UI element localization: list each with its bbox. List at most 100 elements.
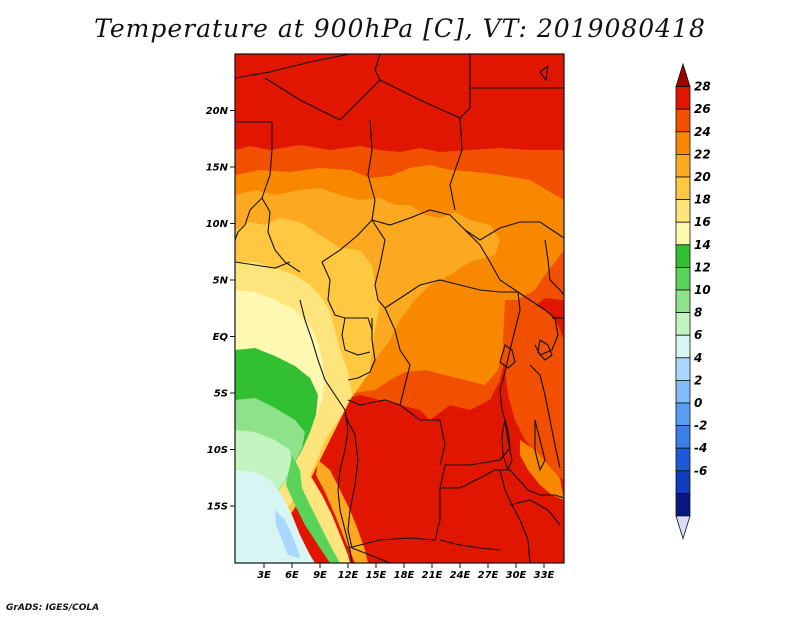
colorbar-label: 12 <box>694 260 711 274</box>
border-line <box>347 447 511 549</box>
temperature-field <box>235 54 564 563</box>
coast-line <box>299 299 353 563</box>
border-line <box>464 221 564 241</box>
colorbar-swatch <box>675 62 691 87</box>
border-line <box>341 317 371 356</box>
colorbar-swatch <box>675 266 691 291</box>
longitude-axis: 3E 6E 9E 12E 15E 18E 21E 24E 27E 30E 33E <box>257 563 555 581</box>
band-east-rift <box>503 300 564 480</box>
lat-label: 5S <box>214 389 228 400</box>
grads-credit: GrADS: IGES/COLA <box>6 603 100 613</box>
colorbar-label: 4 <box>693 351 702 365</box>
band-coastal-yellow <box>300 470 350 563</box>
border-line <box>344 414 359 549</box>
colorbar-swatch <box>675 379 691 404</box>
lon-label: 3E <box>257 570 271 581</box>
band-south-hot <box>358 410 564 563</box>
lat-label: 5N <box>213 276 229 287</box>
lat-label: 15S <box>207 502 228 513</box>
lon-label: 12E <box>338 570 359 581</box>
border-line <box>384 279 518 309</box>
border-line <box>235 261 291 269</box>
map-title: Temperature at 900hPa [C], VT: 201908041… <box>94 14 706 43</box>
border-line <box>264 54 381 121</box>
border-line <box>347 399 401 406</box>
colorbar-label: 24 <box>694 125 711 139</box>
border-line <box>351 547 391 563</box>
border-line <box>235 54 351 79</box>
colorbar-swatch <box>675 492 691 517</box>
colorbar-label: 18 <box>694 193 711 207</box>
colorbar-swatch <box>675 312 691 336</box>
lon-label: 33E <box>534 570 555 581</box>
lat-label: 10N <box>206 219 229 230</box>
border-line <box>371 209 519 293</box>
colorbar-label: 14 <box>694 238 711 252</box>
colorbar-swatch <box>675 402 691 427</box>
band-6-8 <box>235 470 315 563</box>
band-coastal-orange <box>316 460 368 563</box>
lake-outline <box>501 419 513 472</box>
colorbar-label: 10 <box>694 283 711 297</box>
lon-label: 9E <box>313 570 327 581</box>
colorbar-swatch <box>675 515 691 540</box>
border-line <box>321 261 373 331</box>
colorbar-swatch <box>675 447 691 472</box>
colorbar-swatch <box>675 425 691 449</box>
border-line <box>544 239 564 296</box>
border-line <box>440 469 564 499</box>
band-4-6 <box>275 510 300 558</box>
colorbar-swatch <box>675 289 691 314</box>
colorbar-swatch <box>675 470 691 494</box>
colorbar-swatch <box>675 334 691 359</box>
colorbar-label: -2 <box>694 419 707 433</box>
border-line <box>499 469 531 563</box>
latitude-axis: 20N 15N 10N 5N EQ 5S 10S 15S <box>206 106 235 513</box>
border-line <box>321 119 376 263</box>
lake-outline <box>499 344 516 369</box>
border-line <box>371 219 386 309</box>
border-line <box>529 364 561 469</box>
colorbar-label: 26 <box>694 102 711 116</box>
colorbar-swatch <box>675 199 691 223</box>
border-line <box>449 117 463 211</box>
map-frame <box>234 53 565 564</box>
colorbar-label: 8 <box>694 306 702 320</box>
lake-outline <box>539 64 549 82</box>
colorbar-label: -4 <box>694 441 707 455</box>
border-line <box>439 539 501 551</box>
lon-label: 6E <box>285 570 299 581</box>
lat-label: 15N <box>206 163 229 174</box>
lon-label: 18E <box>394 570 415 581</box>
colorbar-label: 20 <box>694 170 711 184</box>
lat-label: 20N <box>206 106 229 117</box>
border-line <box>261 197 301 273</box>
lat-label: EQ <box>213 332 229 343</box>
lon-label: 15E <box>366 570 387 581</box>
colorbar-label: 16 <box>694 215 711 229</box>
lake-outline <box>534 419 546 472</box>
band-east-orange <box>520 440 564 500</box>
border-line <box>517 291 559 356</box>
border-line <box>384 307 446 466</box>
border-line <box>347 318 376 381</box>
colorbar-swatch <box>675 221 691 246</box>
colorbar-swatch <box>675 357 691 381</box>
border-line <box>261 122 273 199</box>
colorbar-swatch <box>675 86 691 110</box>
lon-label: 30E <box>506 570 527 581</box>
colorbar-label: 2 <box>694 373 702 387</box>
border-line <box>235 197 263 241</box>
colorbar-swatch <box>675 108 691 133</box>
colorbar-label: 6 <box>694 328 702 342</box>
colorbar-label: 22 <box>694 147 711 161</box>
border-line <box>509 499 561 526</box>
lon-label: 24E <box>450 570 471 581</box>
colorbar-label: -6 <box>694 464 707 478</box>
colorbar-swatch <box>675 176 691 201</box>
colorbar-swatch <box>675 153 691 178</box>
lake-outline <box>537 339 553 361</box>
lat-label: 10S <box>207 445 228 456</box>
